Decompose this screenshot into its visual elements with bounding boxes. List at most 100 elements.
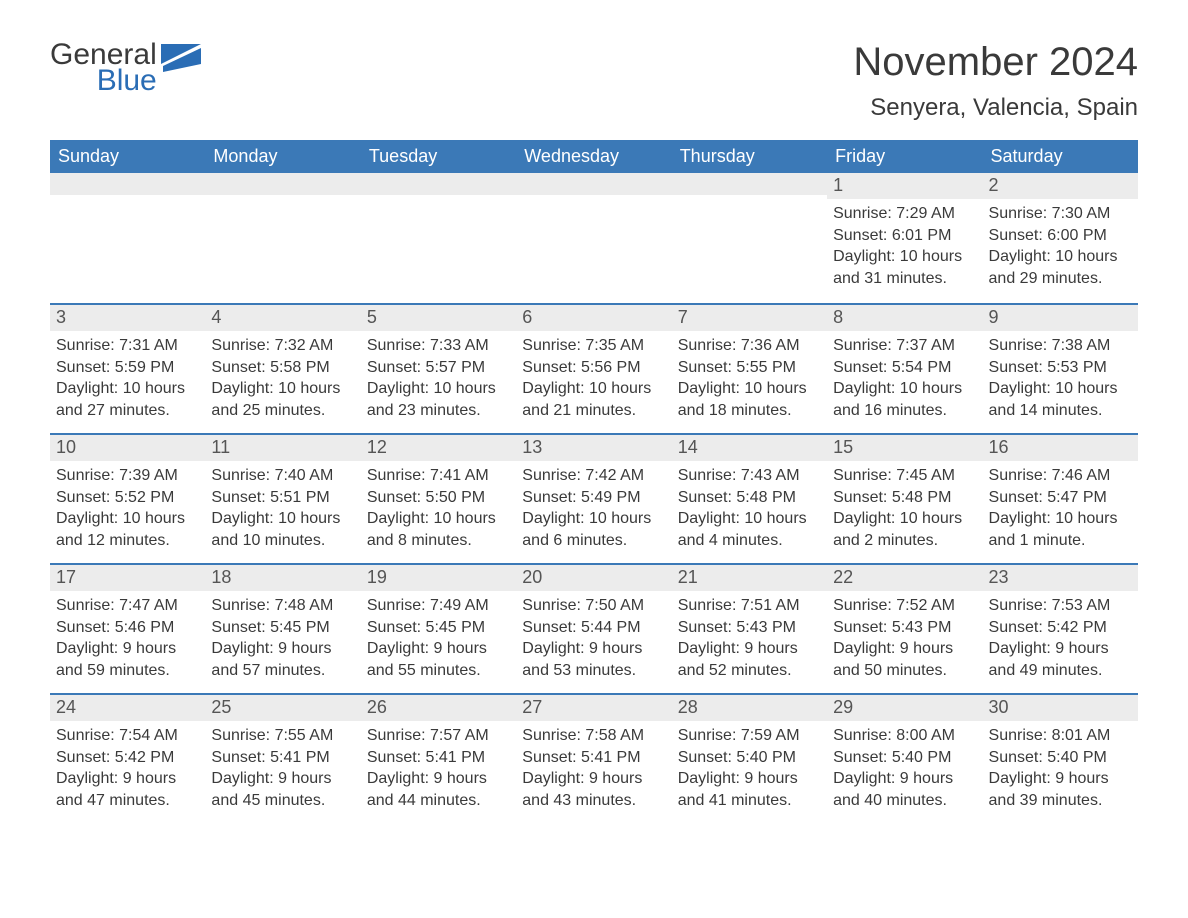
day-number: 8 bbox=[827, 305, 982, 331]
cell-d2: and 59 minutes. bbox=[56, 660, 199, 682]
cell-sunrise: Sunrise: 7:42 AM bbox=[522, 465, 665, 487]
calendar-cell: 17Sunrise: 7:47 AMSunset: 5:46 PMDayligh… bbox=[50, 565, 205, 693]
cell-d2: and 53 minutes. bbox=[522, 660, 665, 682]
calendar-week: 24 Sunrise: 7:54 AMSunset: 5:42 PM Dayligh… bbox=[50, 693, 1138, 823]
calendar-cell: 1Sunrise: 7:29 AMSunset: 6:01 PMDaylight… bbox=[827, 173, 982, 303]
calendar-cell: 27Sunrise: 7:58 AMSunset: 5:41 PMDayligh… bbox=[516, 695, 671, 823]
cell-sunset: Sunset: 5:58 PM bbox=[211, 357, 354, 379]
calendar-cell: 18Sunrise: 7:48 AMSunset: 5:45 PMDayligh… bbox=[205, 565, 360, 693]
cell-sunset: Sunset: 5:43 PM bbox=[678, 617, 821, 639]
cell-sunrise: Sunrise: 7:54 AM bbox=[56, 725, 199, 747]
calendar-cell: 28Sunrise: 7:59 AMSunset: 5:40 PMDayligh… bbox=[672, 695, 827, 823]
location: Senyera, Valencia, Spain bbox=[853, 94, 1138, 122]
cell-sunset: Sunset: 5:53 PM bbox=[989, 357, 1132, 379]
cell-sunrise: Sunrise: 7:59 AM bbox=[678, 725, 821, 747]
day-number bbox=[516, 173, 671, 195]
day-number: 21 bbox=[672, 565, 827, 591]
cell-d2: and 6 minutes. bbox=[522, 530, 665, 552]
day-number: 30 bbox=[983, 695, 1138, 721]
cell-sunrise: Sunrise: 7:57 AM bbox=[367, 725, 510, 747]
calendar-cell: 30Sunrise: 8:01 AMSunset: 5:40 PMDayligh… bbox=[983, 695, 1138, 823]
cell-d2: and 18 minutes. bbox=[678, 400, 821, 422]
cell-sunrise: Sunrise: 7:29 AM bbox=[833, 203, 976, 225]
calendar-cell: 29Sunrise: 8:00 AMSunset: 5:40 PMDayligh… bbox=[827, 695, 982, 823]
cell-d2: and 29 minutes. bbox=[989, 268, 1132, 290]
cell-sunrise: Sunrise: 7:33 AM bbox=[367, 335, 510, 357]
cell-d1: Daylight: 9 hours bbox=[833, 638, 976, 660]
logo-text: General Blue bbox=[50, 40, 157, 96]
day-number: 20 bbox=[516, 565, 671, 591]
cell-d2: and 41 minutes. bbox=[678, 790, 821, 812]
cell-d1: Daylight: 10 hours bbox=[678, 378, 821, 400]
cell-sunset: Sunset: 5:41 PM bbox=[522, 747, 665, 769]
cell-sunset: Sunset: 6:00 PM bbox=[989, 225, 1132, 247]
calendar-cell bbox=[516, 173, 671, 303]
cell-data: Sunrise: 7:52 AMSunset: 5:43 PMDaylight:… bbox=[827, 591, 982, 691]
day-number: 17 bbox=[50, 565, 205, 591]
cell-d1: Daylight: 10 hours bbox=[678, 508, 821, 530]
cell-d2: and 14 minutes. bbox=[989, 400, 1132, 422]
calendar-week: 10Sunrise: 7:39 AMSunset: 5:52 PMDayligh… bbox=[50, 433, 1138, 563]
day-header-cell: Thursday bbox=[672, 140, 827, 173]
calendar-cell: 24Sunrise: 7:54 AMSunset: 5:42 PMDayligh… bbox=[50, 695, 205, 823]
calendar-cell bbox=[205, 173, 360, 303]
cell-d1: Daylight: 9 hours bbox=[367, 638, 510, 660]
cell-sunrise: Sunrise: 7:58 AM bbox=[522, 725, 665, 747]
cell-sunrise: Sunrise: 7:53 AM bbox=[989, 595, 1132, 617]
cell-d1: Daylight: 9 hours bbox=[989, 638, 1132, 660]
cell-d2: and 25 minutes. bbox=[211, 400, 354, 422]
cell-data: Sunrise: 8:01 AMSunset: 5:40 PMDaylight:… bbox=[983, 721, 1138, 821]
calendar-cell: 26Sunrise: 7:57 AMSunset: 5:41 PMDayligh… bbox=[361, 695, 516, 823]
calendar-cell: 11Sunrise: 7:40 AMSunset: 5:51 PMDayligh… bbox=[205, 435, 360, 563]
calendar-cell: 8Sunrise: 7:37 AMSunset: 5:54 PMDaylight… bbox=[827, 305, 982, 433]
calendar-cell: 21Sunrise: 7:51 AMSunset: 5:43 PMDayligh… bbox=[672, 565, 827, 693]
cell-data: Sunrise: 7:35 AMSunset: 5:56 PMDaylight:… bbox=[516, 331, 671, 431]
cell-sunset: Sunset: 5:59 PM bbox=[56, 357, 199, 379]
cell-d2: and 50 minutes. bbox=[833, 660, 976, 682]
day-header-cell: Monday bbox=[205, 140, 360, 173]
cell-sunset: Sunset: 5:49 PM bbox=[522, 487, 665, 509]
cell-sunrise: Sunrise: 7:30 AM bbox=[989, 203, 1132, 225]
calendar-cell: 7Sunrise: 7:36 AMSunset: 5:55 PMDaylight… bbox=[672, 305, 827, 433]
day-number bbox=[361, 173, 516, 195]
cell-sunset: Sunset: 5:48 PM bbox=[678, 487, 821, 509]
cell-d2: and 21 minutes. bbox=[522, 400, 665, 422]
cell-d2: and 27 minutes. bbox=[56, 400, 199, 422]
cell-data: Sunrise: 7:58 AMSunset: 5:41 PMDaylight:… bbox=[516, 721, 671, 821]
page-header: General Blue November 2024 Senyera, Vale… bbox=[50, 40, 1138, 122]
calendar-cell: 15Sunrise: 7:45 AMSunset: 5:48 PMDayligh… bbox=[827, 435, 982, 563]
cell-d1: Daylight: 9 hours bbox=[56, 638, 199, 660]
cell-sunset: Sunset: 5:55 PM bbox=[678, 357, 821, 379]
cell-sunset: Sunset: 5:40 PM bbox=[989, 747, 1132, 769]
day-number: 4 bbox=[205, 305, 360, 331]
cell-sunset: Sunset: 5:41 PM bbox=[367, 747, 510, 769]
day-number: 3 bbox=[50, 305, 205, 331]
cell-d2: and 47 minutes. bbox=[56, 790, 199, 812]
cell-data: Sunrise: 7:39 AMSunset: 5:52 PMDaylight:… bbox=[50, 461, 205, 561]
cell-d2: and 4 minutes. bbox=[678, 530, 821, 552]
cell-data: Sunrise: 7:59 AMSunset: 5:40 PMDaylight:… bbox=[672, 721, 827, 821]
cell-d2: and 44 minutes. bbox=[367, 790, 510, 812]
day-number: 13 bbox=[516, 435, 671, 461]
cell-d2: and 43 minutes. bbox=[522, 790, 665, 812]
cell-data: Sunrise: 7:36 AMSunset: 5:55 PMDaylight:… bbox=[672, 331, 827, 431]
day-number: 24 bbox=[50, 695, 205, 721]
day-number: 22 bbox=[827, 565, 982, 591]
day-header-cell: Tuesday bbox=[361, 140, 516, 173]
cell-sunrise: Sunrise: 7:40 AM bbox=[211, 465, 354, 487]
cell-data: Sunrise: 7:46 AMSunset: 5:47 PMDaylight:… bbox=[983, 461, 1138, 561]
cell-d1: Daylight: 9 hours bbox=[211, 768, 354, 790]
calendar-cell: 12Sunrise: 7:41 AMSunset: 5:50 PMDayligh… bbox=[361, 435, 516, 563]
cell-sunrise: Sunrise: 7:36 AM bbox=[678, 335, 821, 357]
cell-d1: Daylight: 10 hours bbox=[833, 378, 976, 400]
day-header-cell: Sunday bbox=[50, 140, 205, 173]
cell-d1: Daylight: 9 hours bbox=[522, 768, 665, 790]
calendar-cell bbox=[50, 173, 205, 303]
day-header-row: SundayMondayTuesdayWednesdayThursdayFrid… bbox=[50, 140, 1138, 173]
cell-d1: Daylight: 10 hours bbox=[833, 508, 976, 530]
day-header-cell: Wednesday bbox=[516, 140, 671, 173]
cell-sunset: Sunset: 5:42 PM bbox=[56, 747, 199, 769]
calendar-cell: 2Sunrise: 7:30 AMSunset: 6:00 PMDaylight… bbox=[983, 173, 1138, 303]
cell-data: Sunrise: 7:53 AMSunset: 5:42 PMDaylight:… bbox=[983, 591, 1138, 691]
cell-data: Sunrise: 7:47 AMSunset: 5:46 PMDaylight:… bbox=[50, 591, 205, 691]
